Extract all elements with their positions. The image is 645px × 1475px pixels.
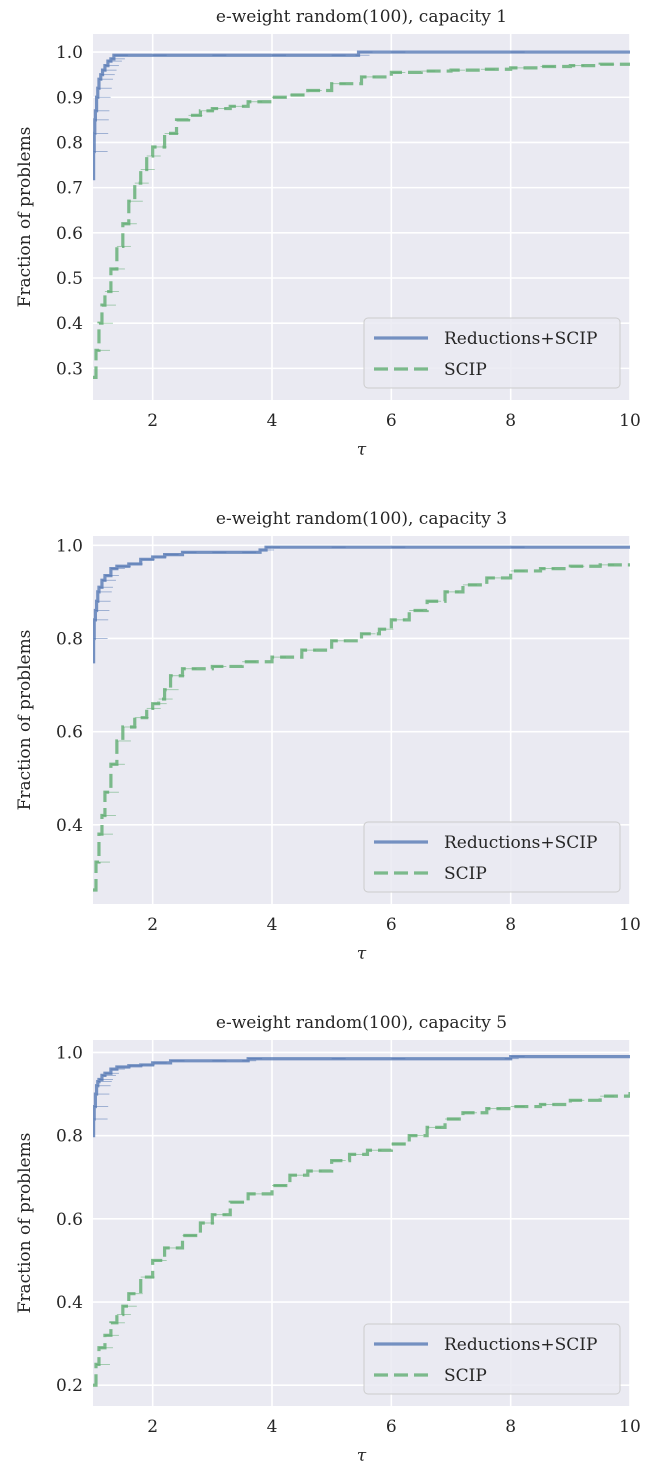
x-tick-label: 2	[147, 915, 158, 935]
x-tick-label: 6	[386, 1417, 397, 1437]
x-tick-label: 10	[619, 915, 641, 935]
y-tick-label: 0.8	[56, 629, 83, 649]
y-axis-label: Fraction of problems	[15, 1133, 35, 1314]
x-tick-label: 8	[505, 915, 516, 935]
y-tick-label: 0.6	[56, 723, 83, 743]
x-tick-label: 10	[619, 1417, 641, 1437]
y-tick-label: 0.4	[56, 314, 83, 334]
x-tick-label: 4	[267, 411, 278, 431]
y-tick-label: 0.3	[56, 359, 83, 379]
y-tick-label: 1.0	[56, 43, 83, 63]
y-tick-label: 0.5	[56, 269, 83, 289]
x-tick-label: 4	[267, 915, 278, 935]
x-tick-label: 6	[386, 915, 397, 935]
legend-label: Reductions+SCIP	[444, 329, 597, 349]
chart-panel-1: e-weight random(100), capacity 1 2 4 6 8 10 0.…	[15, 7, 641, 460]
x-tick-label: 4	[267, 1417, 278, 1437]
y-tick-label: 0.4	[56, 1293, 83, 1313]
legend-label: Reductions+SCIP	[444, 833, 597, 853]
legend-label: SCIP	[444, 360, 487, 380]
chart-panel-3: e-weight random(100), capacity 5 2 4 6 8 10 0.…	[15, 1013, 641, 1466]
y-tick-label: 0.8	[56, 1127, 83, 1147]
legend: Reductions+SCIP SCIP	[363, 1323, 621, 1395]
legend-label: SCIP	[444, 864, 487, 884]
legend-label: SCIP	[444, 1366, 487, 1386]
x-tick-label: 2	[147, 411, 158, 431]
x-axis-label: τ	[357, 944, 367, 964]
x-tick-label: 8	[505, 411, 516, 431]
chart-title: e-weight random(100), capacity 5	[216, 1013, 507, 1033]
y-axis-label: Fraction of problems	[15, 630, 35, 811]
x-tick-label: 8	[505, 1417, 516, 1437]
x-axis-label: τ	[357, 440, 367, 460]
y-tick-label: 0.2	[56, 1376, 83, 1396]
legend: Reductions+SCIP SCIP	[363, 821, 621, 893]
y-tick-label: 1.0	[56, 536, 83, 556]
y-tick-label: 0.6	[56, 224, 83, 244]
x-tick-label: 6	[386, 411, 397, 431]
chart-title: e-weight random(100), capacity 3	[216, 509, 507, 529]
y-axis-label: Fraction of problems	[15, 127, 35, 308]
x-axis-label: τ	[357, 1446, 367, 1466]
y-tick-label: 1.0	[56, 1043, 83, 1063]
chart-panel-2: e-weight random(100), capacity 3 2 4 6 8 10 0.…	[15, 509, 641, 964]
series-line-scip	[93, 1091, 630, 1387]
legend: Reductions+SCIP SCIP	[363, 317, 621, 389]
x-tick-label: 2	[147, 1417, 158, 1437]
y-tick-label: 0.7	[56, 179, 83, 199]
y-tick-label: 0.8	[56, 133, 83, 153]
chart-title: e-weight random(100), capacity 1	[216, 7, 507, 27]
y-tick-label: 0.4	[56, 816, 83, 836]
y-tick-label: 0.6	[56, 1210, 83, 1230]
x-tick-label: 10	[619, 411, 641, 431]
legend-label: Reductions+SCIP	[444, 1335, 597, 1355]
y-tick-label: 0.9	[56, 88, 83, 108]
